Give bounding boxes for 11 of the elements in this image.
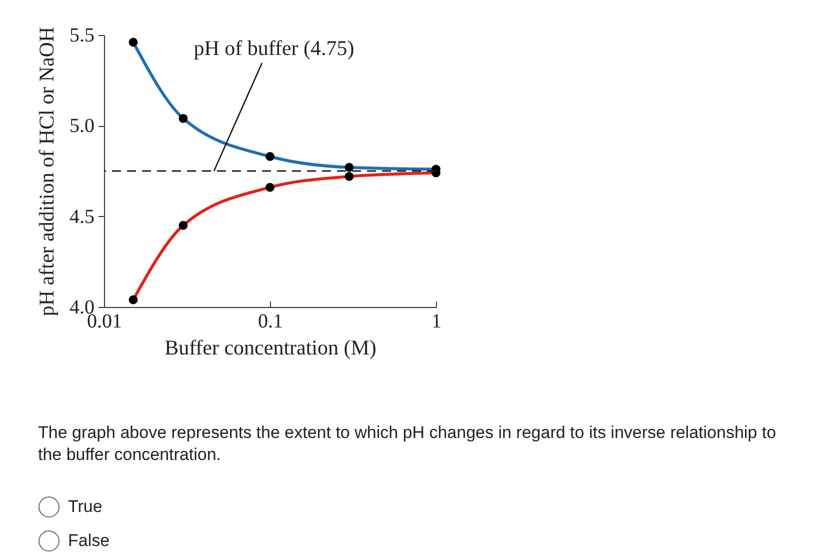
text: The graph above represents the extent to which pH changes in regard to its inverse relationship to the buffer concentration. [38,422,778,466]
y-tick-label: 5.5 [70,24,94,46]
text: True [68,496,102,518]
x-tick-label: 0.1 [258,310,283,332]
x-axis-title: Buffer concentration (M) [164,336,376,360]
x-tick-label: 1 [432,310,442,332]
y-tick-label: 5.0 [70,115,94,138]
text: False [68,530,110,552]
y-axis-title: pH after addition of HCl or NaOH [34,26,58,316]
ref-line-label: pH of buffer (4.75) [194,36,354,60]
y-tick-label: 4.5 [70,206,94,228]
